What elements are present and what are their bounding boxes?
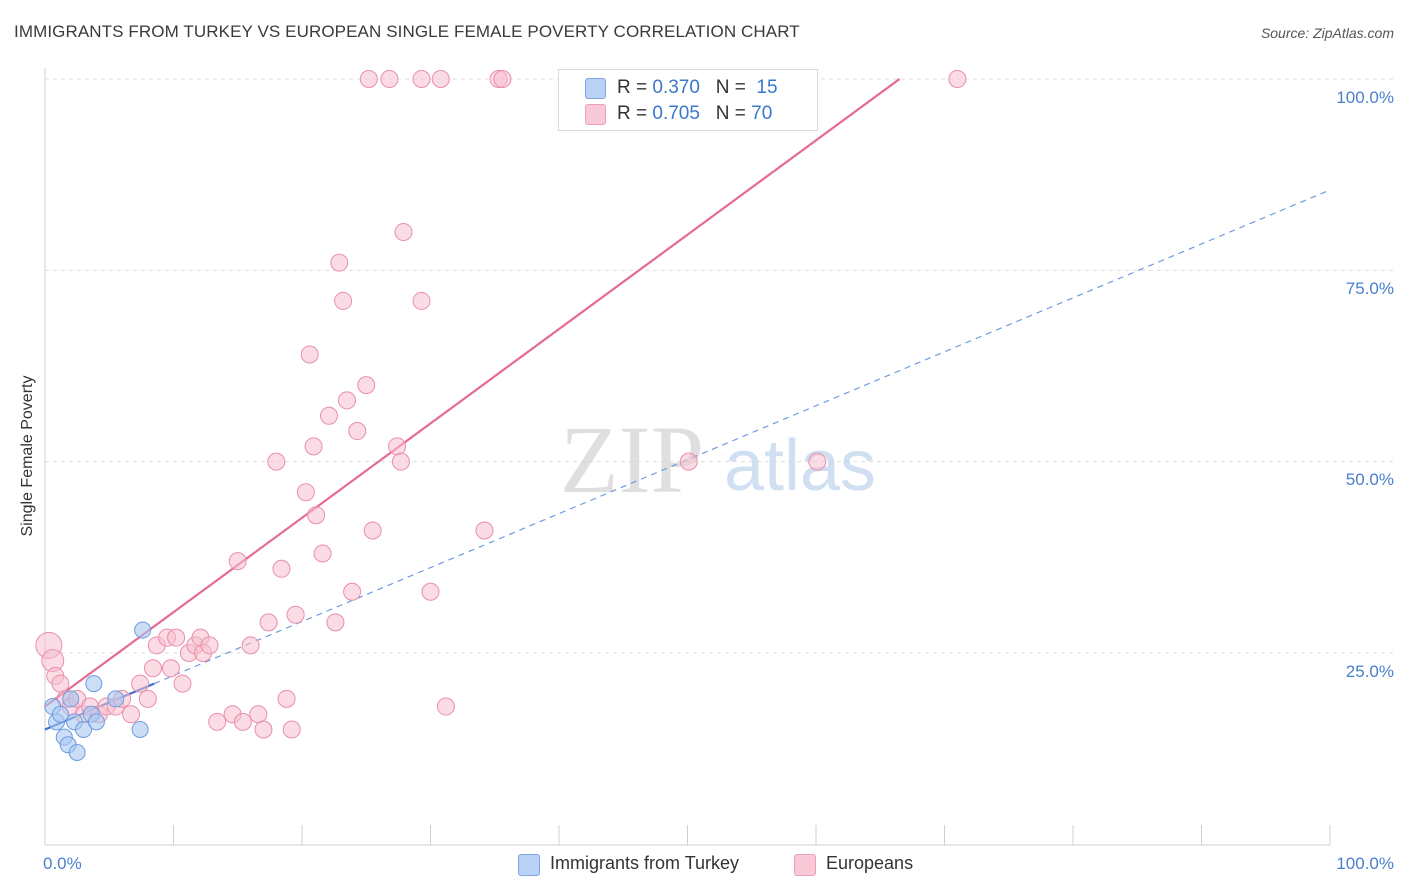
turkey-point xyxy=(134,621,152,639)
bottom-legend-label-europeans: Europeans xyxy=(826,853,914,873)
turkey-point xyxy=(107,690,125,708)
europeans-point xyxy=(948,70,967,88)
europeans-point xyxy=(391,452,410,471)
legend-r-label: R = xyxy=(617,77,653,98)
legend-r-value-turkey: 0.370 xyxy=(652,77,700,98)
europeans-point xyxy=(679,452,698,471)
turkey-point xyxy=(68,743,86,761)
bottom-legend-europeans: Europeans xyxy=(794,852,954,876)
x-tick-label-100: 100.0% xyxy=(1336,854,1394,873)
europeans-point xyxy=(337,391,356,410)
grid-lines xyxy=(45,78,1394,654)
europeans-point xyxy=(208,712,227,731)
europeans-point xyxy=(131,674,150,693)
source-credit: Source: ZipAtlas.com xyxy=(1260,25,1394,41)
y-tick-label-75: 75.0% xyxy=(1346,279,1394,298)
europeans-point xyxy=(394,223,413,242)
europeans-point xyxy=(138,689,157,708)
europeans-point xyxy=(412,70,431,88)
watermark: ZIP atlas xyxy=(560,406,876,513)
turkey-points xyxy=(44,621,152,761)
europeans-point xyxy=(412,291,431,310)
europeans-point xyxy=(161,659,180,678)
axes xyxy=(44,68,1331,846)
europeans-point xyxy=(326,613,345,632)
europeans-point xyxy=(307,506,326,525)
europeans-point xyxy=(380,70,399,88)
europeans-point xyxy=(304,437,323,456)
legend-n-label: N = xyxy=(715,77,752,98)
europeans-point xyxy=(388,437,407,456)
legend-n-value-turkey: 15 xyxy=(756,77,778,98)
europeans-point xyxy=(267,452,286,471)
europeans-point xyxy=(475,521,494,540)
turkey-point xyxy=(131,721,149,739)
legend-n-label: N = xyxy=(715,103,752,124)
europeans-point xyxy=(357,376,376,395)
europeans-point xyxy=(254,720,273,739)
europeans-point xyxy=(272,559,291,578)
legend-swatch-pink xyxy=(585,103,606,125)
legend-n-value-europeans: 70 xyxy=(751,103,773,124)
europeans-points xyxy=(35,70,967,739)
bottom-legend-swatch-blue xyxy=(518,854,540,876)
turkey-point xyxy=(51,705,69,723)
europeans-point xyxy=(300,345,319,364)
turkey-point xyxy=(87,713,105,731)
europeans-point xyxy=(259,613,278,632)
trend-lines xyxy=(44,78,1331,731)
y-tick-label-50: 50.0% xyxy=(1346,470,1394,489)
europeans-point xyxy=(277,689,296,708)
europeans-point xyxy=(313,544,332,563)
europeans-point xyxy=(241,636,260,655)
y-tick-label-100: 100.0% xyxy=(1336,88,1394,107)
europeans-point xyxy=(233,712,252,731)
europeans-point xyxy=(343,582,362,601)
legend-r-value-europeans: 0.705 xyxy=(652,103,700,124)
europeans-point xyxy=(173,674,192,693)
tick-labels: 0.0% 100.0% 25.0% 50.0% 75.0% 100.0% xyxy=(43,88,1394,873)
legend-text-europeans: R = 0.705 N = 70 xyxy=(617,103,772,125)
bottom-legend-swatch-pink xyxy=(794,854,816,876)
europeans-point xyxy=(334,291,353,310)
europeans-point xyxy=(431,70,450,88)
europeans-point xyxy=(363,521,382,540)
europeans-point xyxy=(493,70,512,88)
stats-legend: R = 0.370 N = 15 R = 0.705 N = 70 xyxy=(558,69,818,131)
turkey-trend-line-extended xyxy=(153,189,1331,685)
europeans-point xyxy=(348,422,367,441)
europeans-point xyxy=(286,605,305,624)
y-tick-label-25: 25.0% xyxy=(1346,662,1394,681)
legend-text-turkey: R = 0.370 N = 15 xyxy=(617,77,778,99)
europeans-point xyxy=(359,70,378,88)
europeans-trend-line xyxy=(44,78,901,708)
europeans-point xyxy=(167,628,186,647)
europeans-point xyxy=(122,705,141,724)
europeans-point xyxy=(51,674,70,693)
turkey-point xyxy=(85,675,103,693)
europeans-point xyxy=(436,697,455,716)
europeans-point xyxy=(808,452,827,471)
europeans-point xyxy=(200,636,219,655)
bottom-legend-turkey: Immigrants from Turkey xyxy=(518,852,778,876)
europeans-point xyxy=(296,483,315,502)
watermark-atlas: atlas xyxy=(724,426,876,506)
legend-r-label: R = xyxy=(617,103,653,124)
europeans-point xyxy=(228,552,247,571)
chart-title: IMMIGRANTS FROM TURKEY VS EUROPEAN SINGL… xyxy=(14,22,800,41)
europeans-point xyxy=(421,582,440,601)
turkey-point xyxy=(62,690,80,708)
x-tick-label-0: 0.0% xyxy=(43,854,82,873)
europeans-point xyxy=(143,659,162,678)
turkey-point xyxy=(75,721,93,739)
europeans-point xyxy=(282,720,301,739)
bottom-legend-label-turkey: Immigrants from Turkey xyxy=(550,853,740,873)
watermark-zip: ZIP xyxy=(560,406,704,513)
europeans-point xyxy=(330,253,349,272)
legend-swatch-blue xyxy=(585,77,606,99)
europeans-point xyxy=(249,705,268,724)
europeans-point xyxy=(319,406,338,425)
